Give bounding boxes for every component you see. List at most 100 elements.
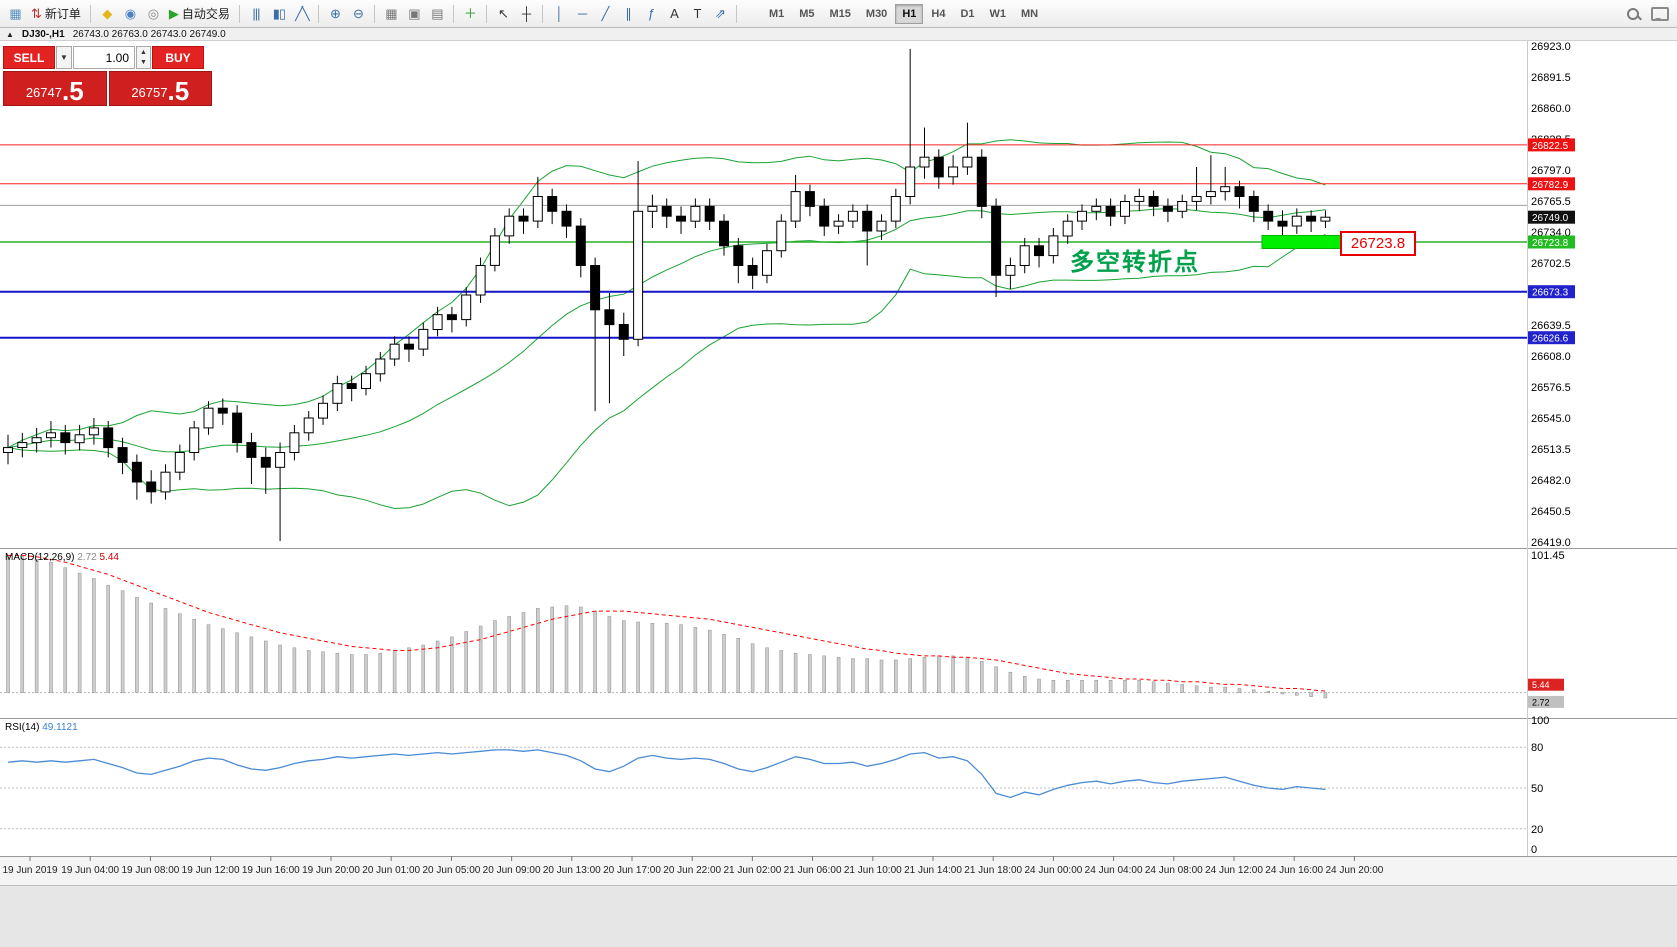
spin-up-icon[interactable]: ▲ (140, 48, 147, 56)
price-tags: 26822.5 26782.9 26749.0 26723.8 26673.3 26626… (1528, 138, 1575, 345)
grid-icon[interactable]: ▤ (426, 3, 448, 25)
new-chart-icon: ▦ (9, 6, 21, 21)
auto-arrange-icon[interactable]: ▣ (403, 3, 425, 25)
svg-text:26545.0: 26545.0 (1531, 413, 1571, 425)
svg-text:26482.0: 26482.0 (1531, 475, 1571, 487)
trendline-icon[interactable]: ╱ (594, 3, 616, 25)
svg-text:19 Jun 16:00: 19 Jun 16:00 (242, 865, 300, 876)
svg-text:20 Jun 13:00: 20 Jun 13:00 (543, 865, 601, 876)
svg-text:26891.5: 26891.5 (1531, 72, 1571, 84)
macd-signal-line (8, 554, 1326, 692)
indicators-icon: ＋ (463, 6, 477, 21)
market-watch-icon[interactable]: ◉ (119, 3, 141, 25)
sell-price-display[interactable]: 26747.5 (3, 71, 107, 106)
vertical-line-icon: │ (555, 6, 563, 21)
cursor-icon[interactable]: ↖ (492, 3, 514, 25)
svg-text:26639.5: 26639.5 (1531, 320, 1571, 332)
svg-text:24 Jun 16:00: 24 Jun 16:00 (1265, 865, 1323, 876)
metaeditor-icon: ◆ (102, 6, 112, 21)
main-toolbar: ▦ ⇅ 新订单 ◆ ◉ ◎ ▶ 自动交易 ||| ▮▯ ╱╲ ⊕ ⊖ ▦ ▣ ▤ ＋ ↖ ┼ │ ─ ╱ ∥ ƒ A T ⇗ M1 M… (0, 0, 1677, 28)
time-axis-strip (0, 856, 1677, 886)
sell-price-int: 26747 (25, 85, 62, 100)
svg-text:24 Jun 12:00: 24 Jun 12:00 (1205, 865, 1263, 876)
timeframe-h4[interactable]: H4 (924, 4, 952, 24)
buy-price-int: 26757 (131, 85, 168, 100)
navigator-icon[interactable]: ◎ (142, 3, 164, 25)
order-ticket-icon: ⇅ (31, 6, 42, 21)
text-tool-icon[interactable]: A (663, 3, 685, 25)
tile-windows-icon: ▦ (385, 6, 397, 21)
text-tool-icon: A (670, 6, 679, 21)
zoom-in-icon[interactable]: ⊕ (324, 3, 346, 25)
order-type-dropdown[interactable]: ▼ (56, 46, 72, 69)
bar-chart-icon[interactable]: ||| (245, 3, 267, 25)
toolbar-separator (541, 4, 543, 23)
svg-text:20 Jun 17:00: 20 Jun 17:00 (603, 865, 661, 876)
svg-text:26822.5: 26822.5 (1532, 141, 1569, 152)
svg-text:20 Jun 05:00: 20 Jun 05:00 (422, 865, 480, 876)
bottom-filler (0, 886, 1677, 947)
line-chart-icon[interactable]: ╱╲ (291, 3, 313, 25)
collapse-panel-icon[interactable]: ▲ (6, 29, 14, 39)
toolbar-separator (89, 4, 91, 23)
chart-title-bar: ▲ DJ30-,H1 26743.0 26763.0 26743.0 26749… (0, 28, 1677, 41)
buy-button[interactable]: BUY (152, 46, 204, 69)
svg-text:26765.5: 26765.5 (1531, 196, 1571, 208)
svg-text:26626.6: 26626.6 (1532, 334, 1569, 345)
svg-text:26749.0: 26749.0 (1532, 213, 1569, 224)
svg-text:19 Jun 08:00: 19 Jun 08:00 (121, 865, 179, 876)
chart-ohlc-values: 26743.0 26763.0 26743.0 26749.0 (72, 28, 226, 40)
svg-text:24 Jun 08:00: 24 Jun 08:00 (1145, 865, 1203, 876)
horizontal-line-objects[interactable] (0, 144, 1527, 339)
crosshair-icon: ┼ (521, 6, 531, 21)
svg-text:21 Jun 10:00: 21 Jun 10:00 (844, 865, 902, 876)
spin-down-icon[interactable]: ▼ (140, 59, 147, 67)
vertical-line-icon[interactable]: │ (548, 3, 570, 25)
crosshair-icon[interactable]: ┼ (515, 3, 537, 25)
toolbar-separator (735, 4, 737, 23)
label-tool-icon: T (693, 6, 701, 21)
new-order-button[interactable]: ⇅ 新订单 (27, 3, 85, 25)
timeframe-d1[interactable]: D1 (953, 4, 981, 24)
candlestick-chart-icon[interactable]: ▮▯ (268, 3, 290, 25)
fibonacci-icon: ƒ (647, 6, 655, 21)
zoom-out-icon[interactable]: ⊖ (347, 3, 369, 25)
timeframe-mn[interactable]: MN (1014, 4, 1045, 24)
toolbar-separator (238, 4, 240, 23)
tile-windows-icon[interactable]: ▦ (380, 3, 402, 25)
svg-text:26702.5: 26702.5 (1531, 258, 1571, 270)
timeframe-h1[interactable]: H1 (895, 3, 924, 24)
label-tool-icon[interactable]: T (686, 3, 708, 25)
timeframe-m1[interactable]: M1 (762, 4, 791, 24)
svg-text:26673.3: 26673.3 (1532, 288, 1569, 299)
metaeditor-icon[interactable]: ◆ (96, 3, 118, 25)
indicators-icon[interactable]: ＋ (459, 3, 481, 25)
chat-icon[interactable] (1651, 7, 1669, 21)
macd-histogram (6, 555, 1328, 699)
search-icon[interactable] (1626, 7, 1641, 22)
timeframe-m15[interactable]: M15 (823, 4, 858, 24)
horizontal-line-icon[interactable]: ─ (571, 3, 593, 25)
arrows-tool-icon[interactable]: ⇗ (709, 3, 731, 25)
candlestick-chart-icon: ▮▯ (272, 6, 286, 21)
sell-button[interactable]: SELL (3, 46, 55, 69)
timeframe-m30[interactable]: M30 (859, 4, 894, 24)
svg-text:26782.9: 26782.9 (1532, 180, 1569, 191)
play-icon: ▶ (168, 6, 179, 21)
buy-price-display[interactable]: 26757.5 (108, 71, 212, 106)
fibonacci-icon[interactable]: ƒ (640, 3, 662, 25)
chart-symbol-period: DJ30-,H1 (21, 28, 65, 40)
new-chart-icon[interactable]: ▦ (4, 3, 26, 25)
macd-name: MACD(12,26,9) (5, 552, 75, 563)
macd-signal-value: 5.44 (99, 552, 119, 563)
svg-text:80: 80 (1531, 742, 1543, 754)
volume-input[interactable]: 1.00 (73, 46, 135, 69)
svg-text:19 Jun 04:00: 19 Jun 04:00 (61, 865, 119, 876)
autotrading-button[interactable]: ▶ 自动交易 (165, 3, 234, 25)
channel-icon[interactable]: ∥ (617, 3, 639, 25)
toolbar-separator (485, 4, 487, 23)
timeframe-w1[interactable]: W1 (983, 4, 1014, 24)
chinese-annotation-text: 多空转折点 (1070, 249, 1200, 276)
svg-text:21 Jun 14:00: 21 Jun 14:00 (904, 865, 962, 876)
timeframe-m5[interactable]: M5 (792, 4, 821, 24)
